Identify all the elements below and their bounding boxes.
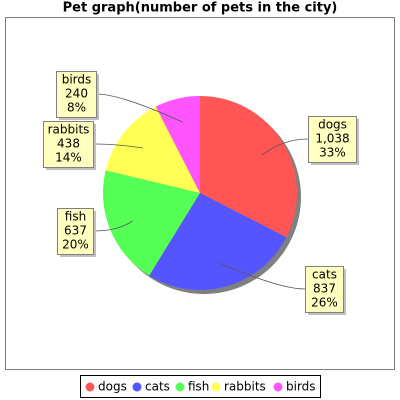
label-value: 438 — [57, 137, 80, 151]
label-name: rabbits — [48, 123, 90, 137]
legend-swatch — [132, 382, 142, 392]
pie-slice — [200, 96, 297, 238]
label-name: dogs — [318, 118, 347, 132]
legend-label: dogs — [98, 380, 127, 394]
label-value: 837 — [313, 282, 336, 296]
label-connector — [95, 93, 184, 123]
legend-label: fish — [188, 380, 209, 394]
legend-swatch — [85, 382, 95, 392]
legend-swatch — [211, 382, 221, 392]
label-box — [308, 116, 357, 163]
label-box — [56, 71, 97, 118]
legend-label: rabbits — [224, 380, 266, 394]
pie-slice — [149, 193, 287, 290]
label-name: cats — [312, 268, 337, 282]
label-value: 240 — [65, 87, 88, 101]
label-connector — [261, 138, 309, 156]
label-box — [43, 121, 94, 168]
label-name: birds — [62, 73, 92, 87]
legend-label: cats — [145, 380, 170, 394]
label-percent: 26% — [311, 296, 338, 310]
label-connector — [219, 262, 306, 290]
chart-title: Pet graph(number of pets in the city) — [63, 1, 338, 16]
legend-box — [80, 375, 321, 398]
label-connector — [92, 143, 143, 149]
pie-slice — [105, 106, 200, 193]
label-box — [57, 208, 94, 255]
label-percent: 14% — [55, 151, 82, 165]
label-name: fish — [65, 210, 86, 224]
label-percent: 20% — [62, 238, 89, 252]
legend-label: birds — [286, 380, 316, 394]
legend-swatch — [273, 382, 283, 392]
pie-slice — [102, 170, 200, 276]
legend-swatch — [175, 382, 185, 392]
label-percent: 8% — [67, 101, 86, 115]
label-box — [305, 266, 344, 313]
label-percent: 33% — [319, 146, 346, 160]
label-value: 1,038 — [315, 132, 349, 146]
label-value: 637 — [64, 224, 87, 238]
label-connector — [92, 220, 133, 232]
pie-slice — [155, 96, 200, 193]
